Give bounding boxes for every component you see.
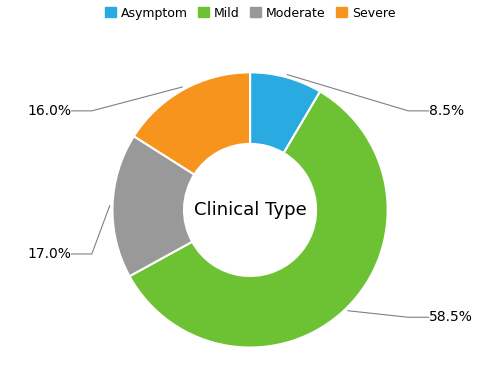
Wedge shape: [130, 92, 388, 348]
Text: 17.0%: 17.0%: [28, 247, 71, 261]
Text: Clinical Type: Clinical Type: [194, 201, 306, 219]
Legend: Asymptom, Mild, Moderate, Severe: Asymptom, Mild, Moderate, Severe: [100, 2, 401, 24]
Text: 8.5%: 8.5%: [429, 104, 464, 118]
Text: 58.5%: 58.5%: [429, 310, 473, 324]
Wedge shape: [250, 72, 320, 153]
Wedge shape: [112, 136, 194, 276]
Wedge shape: [134, 72, 250, 175]
Text: 16.0%: 16.0%: [27, 104, 71, 118]
